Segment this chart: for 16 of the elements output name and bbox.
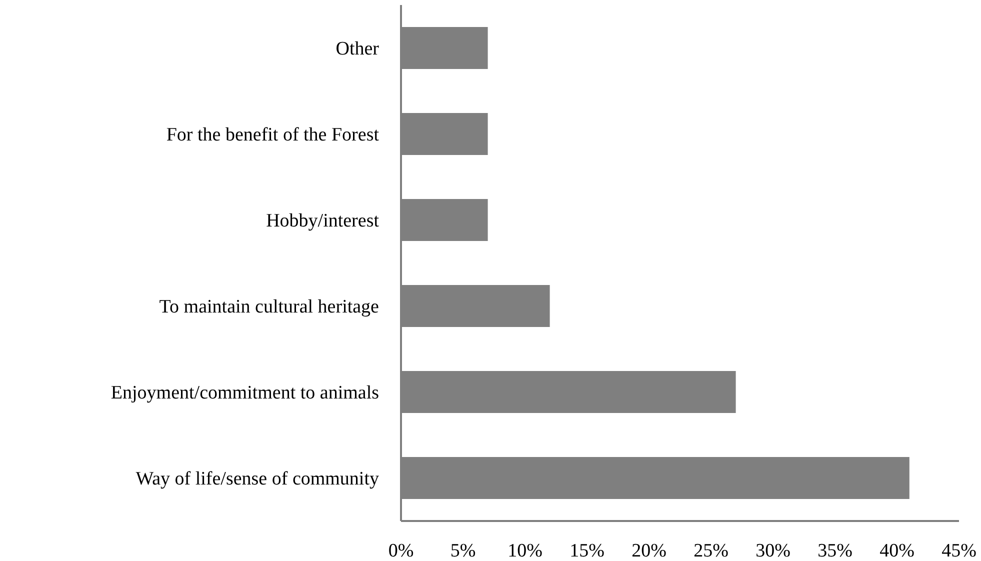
y-tick-label: Way of life/sense of community <box>136 468 380 490</box>
y-tick-label: Enjoyment/commitment to animals <box>110 382 379 404</box>
x-tick-label: 25% <box>694 540 729 561</box>
x-tick-label: 5% <box>450 540 476 561</box>
x-tick-label: 35% <box>818 540 853 561</box>
x-tick-label: 45% <box>942 540 977 561</box>
x-tick-label: 10% <box>508 540 543 561</box>
x-tick-label: 20% <box>632 540 667 561</box>
y-tick-label: For the benefit of the Forest <box>166 124 380 146</box>
y-tick-label: Hobby/interest <box>266 210 380 232</box>
x-tick-label: 40% <box>880 540 915 561</box>
y-tick-label: Other <box>336 38 380 60</box>
x-tick-label: 0% <box>388 540 414 561</box>
x-tick-label: 15% <box>570 540 605 561</box>
x-tick-label: 30% <box>756 540 791 561</box>
y-tick-label: To maintain cultural heritage <box>159 296 379 318</box>
